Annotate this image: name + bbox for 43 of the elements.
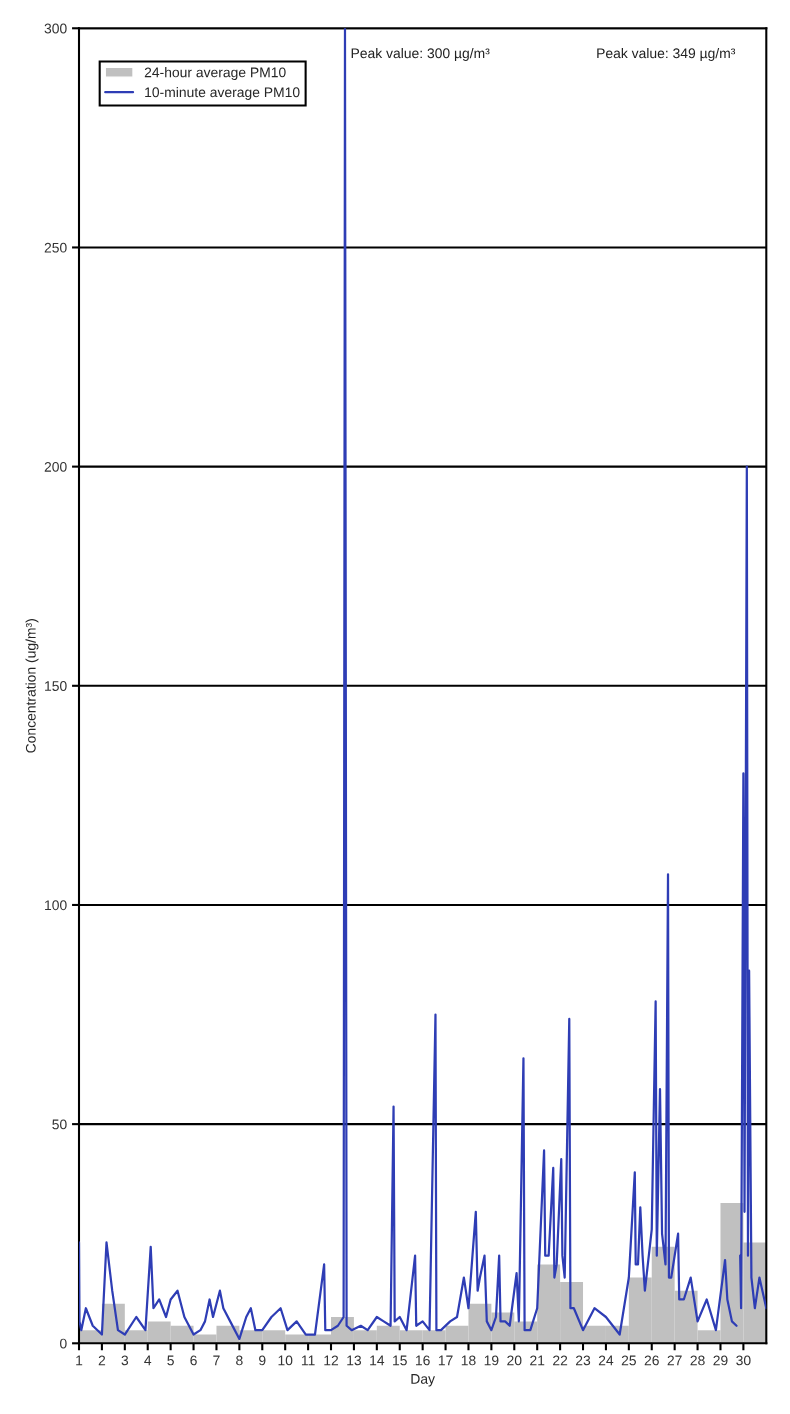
legend-label: 10-minute average PM10 [145, 86, 300, 100]
x-tick-label: 7 [213, 1355, 220, 1366]
x-tick-label: 23 [576, 1355, 591, 1366]
x-tick-label: 29 [713, 1355, 728, 1366]
x-tick-label: 16 [415, 1355, 430, 1366]
x-tick-label: 11 [301, 1355, 315, 1366]
x-tick-label: 21 [530, 1355, 545, 1366]
x-tick-label: 26 [644, 1355, 659, 1366]
x-tick-label: 12 [324, 1355, 339, 1366]
y-tick-label: 100 [45, 900, 67, 911]
x-tick-label: 25 [621, 1355, 636, 1366]
x-tick-label: 28 [690, 1355, 705, 1366]
y-tick-label: 250 [44, 242, 67, 253]
x-tick-label: 5 [167, 1355, 174, 1366]
x-tick-label: 10 [278, 1355, 293, 1366]
x-tick-label: 22 [553, 1355, 568, 1366]
annotation: Peak value: 300 µg/m³ [351, 48, 490, 61]
x-tick-label: 18 [461, 1355, 476, 1366]
x-tick-label: 4 [144, 1355, 152, 1366]
x-tick-label: 19 [484, 1355, 499, 1366]
x-tick-label: 14 [370, 1355, 385, 1366]
x-tick-label: 27 [667, 1355, 682, 1366]
y-tick-label: 0 [60, 1338, 67, 1349]
x-tick-label: 24 [598, 1355, 614, 1366]
x-axis-title: Day [411, 1374, 435, 1387]
x-tick-label: 6 [190, 1355, 197, 1366]
x-tick-label: 2 [98, 1355, 106, 1366]
legend-label: 24-hour average PM10 [144, 67, 286, 81]
x-tick-label: 13 [347, 1355, 362, 1366]
x-tick-label: 9 [259, 1355, 266, 1366]
x-tick-label: 30 [736, 1355, 751, 1366]
y-tick-label: 150 [45, 681, 67, 691]
x-tick-label: 17 [438, 1355, 453, 1366]
x-tick-label: 3 [121, 1355, 129, 1366]
y-tick-label: 200 [44, 461, 67, 472]
y-axis-title: Concentration (ug/m³) [25, 619, 39, 753]
annotation: Peak value: 349 µg/m³ [597, 48, 736, 61]
y-tick-label: 300 [44, 23, 67, 34]
x-tick-label: 15 [393, 1355, 407, 1366]
x-tick-label: 8 [236, 1355, 243, 1366]
x-tick-label: 1 [76, 1355, 83, 1366]
x-tick-label: 20 [507, 1355, 522, 1366]
y-tick-label: 50 [52, 1119, 67, 1130]
